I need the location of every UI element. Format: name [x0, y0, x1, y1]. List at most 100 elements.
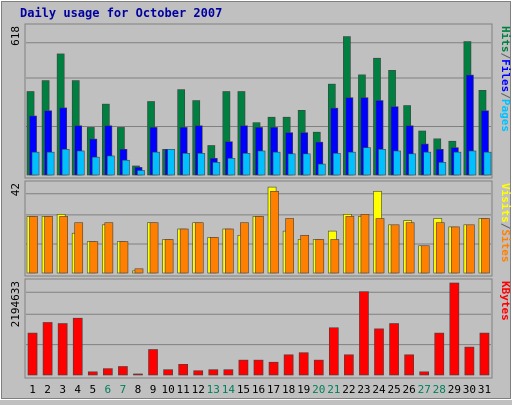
bar-sites-day-20 — [315, 239, 325, 274]
bar-pages-day-17 — [272, 151, 281, 176]
x-tick-label-day-20: 20 — [312, 383, 325, 396]
x-tick-label-day-7: 7 — [120, 383, 127, 396]
bar-kbytes-day-22 — [344, 354, 354, 376]
bar-pages-day-9 — [152, 151, 160, 176]
bar-pages-day-8 — [137, 170, 145, 176]
bar-kbytes-day-2 — [42, 322, 53, 376]
bar-sites-day-3 — [59, 216, 68, 274]
bar-kbytes-day-23 — [359, 291, 369, 376]
bar-sites-day-12 — [194, 222, 204, 274]
bar-sites-day-14 — [225, 228, 234, 274]
bar-sites-day-7 — [119, 241, 129, 274]
bar-sites-day-31 — [481, 218, 490, 274]
x-tick-label-day-24: 24 — [372, 383, 386, 396]
x-tick-label-day-9: 9 — [150, 383, 157, 396]
bar-pages-day-10 — [167, 149, 175, 176]
bar-pages-day-18 — [287, 153, 296, 176]
y-max-label: 2194633 — [9, 281, 22, 327]
bar-pages-day-6 — [107, 155, 115, 176]
x-tick-label-day-16: 16 — [252, 383, 265, 396]
bar-pages-day-21 — [332, 153, 341, 176]
bar-kbytes-day-20 — [313, 359, 324, 376]
legend-item: Files — [499, 59, 512, 92]
bar-pages-day-31 — [483, 151, 492, 176]
bar-pages-day-1 — [31, 151, 40, 176]
x-tick-label-day-17: 17 — [267, 383, 280, 396]
legend-item: Pages — [499, 99, 512, 132]
x-tick-label-day-14: 14 — [222, 383, 236, 396]
bar-sites-day-13 — [209, 237, 219, 274]
bar-pages-day-2 — [46, 151, 55, 176]
bar-kbytes-day-5 — [87, 371, 98, 376]
bar-sites-day-23 — [360, 214, 370, 274]
bar-kbytes-day-26 — [404, 354, 414, 376]
legend-item: / — [499, 92, 512, 99]
x-tick-label-day-3: 3 — [59, 383, 66, 396]
bar-kbytes-day-29 — [449, 282, 460, 376]
bar-kbytes-day-28 — [434, 332, 445, 376]
bar-sites-day-10 — [164, 239, 174, 274]
bar-kbytes-day-4 — [72, 317, 83, 376]
legend-item: KBytes — [499, 281, 512, 321]
x-tick-label-day-13: 13 — [207, 383, 220, 396]
bar-pages-day-11 — [182, 153, 191, 176]
x-tick-label-day-10: 10 — [161, 383, 174, 396]
bar-pages-day-29 — [453, 151, 462, 176]
bar-pages-day-19 — [302, 153, 311, 176]
legend-item: / — [499, 53, 512, 60]
bar-pages-day-13 — [212, 162, 221, 176]
bar-sites-day-24 — [375, 218, 385, 274]
bar-sites-day-16 — [255, 216, 264, 274]
bar-kbytes-day-16 — [253, 359, 264, 376]
bar-sites-day-6 — [104, 222, 114, 274]
bar-pages-day-24 — [378, 149, 386, 176]
bar-pages-day-28 — [438, 162, 447, 176]
x-tick-label-day-25: 25 — [387, 383, 400, 396]
x-tick-label-day-21: 21 — [327, 383, 340, 396]
bar-kbytes-day-27 — [419, 371, 430, 376]
x-tick-label-day-27: 27 — [418, 383, 431, 396]
x-tick-label-day-29: 29 — [448, 383, 461, 396]
bar-pages-day-20 — [317, 163, 326, 176]
bar-sites-day-18 — [285, 218, 294, 274]
bar-pages-day-16 — [257, 150, 266, 176]
bar-sites-day-8 — [134, 268, 144, 274]
x-tick-label-day-26: 26 — [403, 383, 416, 396]
y-max-label: 618 — [9, 26, 22, 46]
bar-pages-day-30 — [468, 150, 477, 176]
bar-pages-day-23 — [363, 147, 371, 176]
bar-kbytes-day-31 — [479, 332, 490, 376]
bar-kbytes-day-25 — [389, 323, 399, 376]
x-tick-label-day-11: 11 — [177, 383, 190, 396]
bar-pages-day-3 — [61, 149, 70, 176]
bar-pages-day-7 — [122, 159, 130, 176]
bar-pages-day-15 — [242, 153, 251, 176]
y-max-label: 42 — [9, 183, 22, 196]
bar-kbytes-day-17 — [268, 361, 279, 376]
bar-sites-day-26 — [405, 222, 415, 274]
bar-pages-day-14 — [227, 158, 236, 176]
bar-sites-day-22 — [345, 216, 355, 274]
x-tick-label-day-12: 12 — [192, 383, 205, 396]
x-tick-label-day-22: 22 — [342, 383, 355, 396]
x-tick-label-day-31: 31 — [478, 383, 491, 396]
x-tick-label-day-2: 2 — [44, 383, 51, 396]
bar-sites-day-27 — [420, 245, 430, 274]
bar-sites-day-11 — [179, 228, 189, 274]
x-tick-label-day-18: 18 — [282, 383, 295, 396]
bar-pages-day-4 — [76, 150, 85, 176]
bar-sites-day-15 — [240, 222, 249, 274]
frame-outer-dark — [1, 1, 511, 399]
x-tick-label-day-30: 30 — [463, 383, 476, 396]
legend-item: / — [499, 223, 512, 230]
panel-kbytes: 2194633 KBytes — [9, 278, 512, 379]
bar-sites-day-29 — [451, 226, 460, 274]
bar-kbytes-day-13 — [208, 369, 219, 376]
legend-hits-files-pages: Hits/Files/Pages — [499, 26, 512, 132]
x-tick-label-day-4: 4 — [74, 383, 81, 396]
bar-kbytes-day-11 — [178, 364, 189, 376]
bar-kbytes-day-6 — [103, 368, 113, 376]
bar-sites-day-9 — [149, 222, 159, 274]
bar-pages-day-5 — [91, 156, 100, 176]
